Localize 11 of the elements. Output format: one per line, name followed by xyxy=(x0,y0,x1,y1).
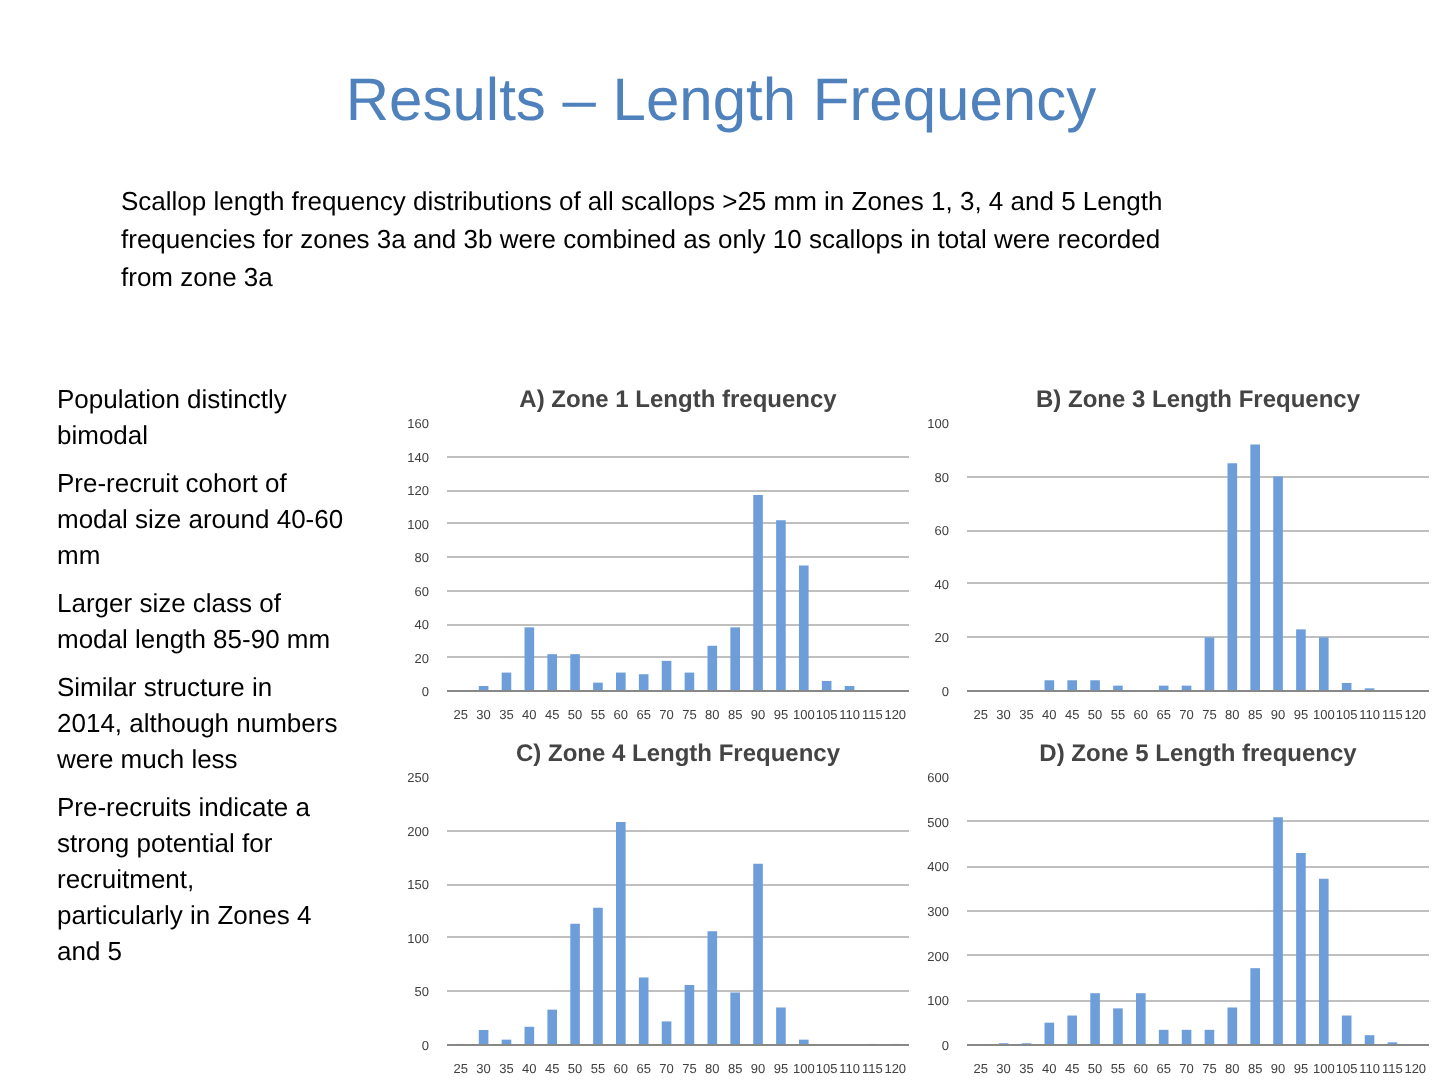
text: Similar structure in 2014, although numbers were much less xyxy=(55,672,339,774)
text: Pre-recruits indicate a strong potential for recruitment, particularly in Zones 4 and 5 xyxy=(57,792,312,966)
chart-title: A) Zone 1 Length frequency xyxy=(519,385,838,413)
text: Population distinctly bimodal xyxy=(57,384,288,450)
text: Larger size class of modal length 85-90 mm xyxy=(57,588,331,654)
text: Scallop length frequency distributions of all scallops >25 mm in Zones 1, 3, 4 and 5 Length frequencies for zones 3a and 3b were combined as only 10 scallops in total were recorded from zone 3a xyxy=(121,186,1163,292)
text: Results – Length Frequency xyxy=(345,68,1097,134)
chart-title: B) Zone 3 Length Frequency xyxy=(1035,385,1361,413)
text: Pre-recruit cohort of modal size around 40-60 mm xyxy=(57,468,344,570)
chart-title: C) Zone 4 Length Frequency xyxy=(515,739,841,767)
chart-title: D) Zone 5 Length frequency xyxy=(1039,739,1358,767)
